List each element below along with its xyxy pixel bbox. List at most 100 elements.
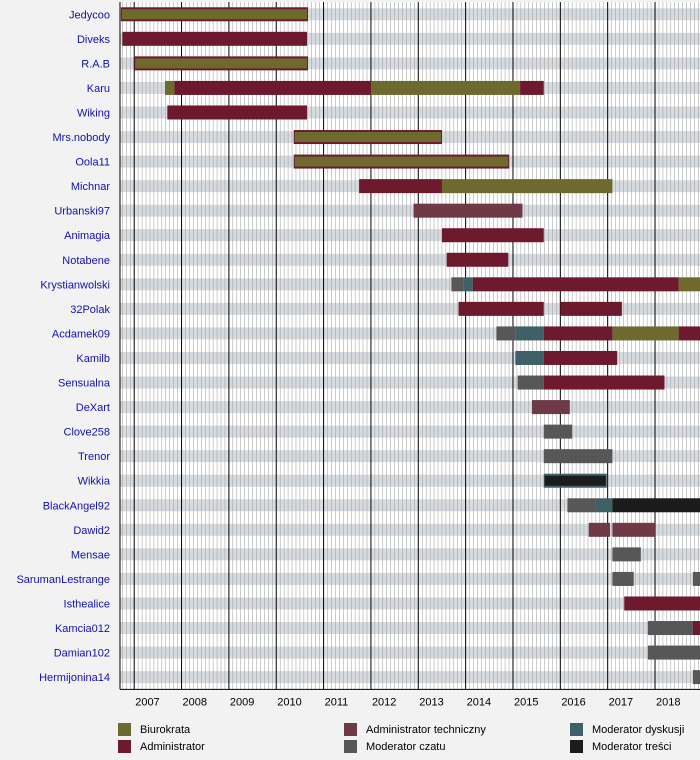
role-bar-administrator [458,301,544,316]
role-bar-administrator [472,277,679,292]
row-stripe [120,597,700,610]
legend-swatch-mod-dyskusji [570,723,583,736]
year-tick-label: 2013 [419,696,443,708]
user-name-label[interactable]: Michnar [71,181,110,193]
user-name-label[interactable]: Karu [87,83,110,95]
legend-swatch-mod-tresci [570,740,583,753]
year-tick-label: 2016 [561,696,585,708]
row-stripe [120,622,700,635]
role-bar-admin-tech [531,400,570,415]
row-backgrounds [120,2,700,690]
role-bar-biurokrata [612,326,679,341]
user-name-label[interactable]: Notabene [62,255,110,267]
role-bar-mod-czatu [496,326,516,341]
role-bar-mod-tresci [544,475,606,486]
role-bar-biurokrata [441,179,613,194]
user-name-label[interactable]: Hermijonina14 [39,672,110,684]
user-name-label[interactable]: Clove258 [64,427,110,439]
role-bar-administrator [543,350,618,365]
legend-label: Biurokrata [140,724,191,736]
user-name-label[interactable]: R.A.B [81,58,110,70]
user-name-label[interactable]: DeXart [76,402,110,414]
role-bar-mod-czatu [692,670,700,685]
user-name-label[interactable]: Trenor [78,451,110,463]
role-bar-mod-czatu [647,645,700,660]
row-stripe [120,548,700,561]
user-name-label[interactable]: 32Polak [70,304,110,316]
role-bar-mod-dyskusji [515,326,544,341]
row-stripe [120,523,700,536]
role-bar-mod-czatu [567,498,596,513]
legend-label: Administrator techniczny [366,724,486,736]
legend-swatch-administrator [118,740,131,753]
user-name-label[interactable]: Acdamek09 [52,328,110,340]
role-bar-mod-czatu [517,375,544,390]
legend-label: Moderator dyskusji [592,724,684,736]
role-bar-mod-czatu [612,571,634,586]
row-stripe [120,425,700,438]
role-bar-administrator [122,31,308,46]
user-name-label[interactable]: Kamilb [76,353,110,365]
role-bar-biurokrata [294,132,442,143]
legend-label: Moderator treści [592,741,671,753]
legend: Biurokrata Administrator Administrator tec… [118,723,684,753]
role-bar-mod-czatu [543,424,573,439]
user-name-label[interactable]: Dawid2 [73,525,110,537]
year-tick-label: 2017 [609,696,633,708]
role-bar-mod-dyskusji [515,350,544,365]
row-stripe [120,401,700,414]
role-bar-biurokrata [164,80,175,95]
user-name-label[interactable]: BlackAngel92 [43,500,110,512]
row-stripe [120,474,700,487]
role-bar-admin-tech [588,522,611,537]
year-tick-label: 2012 [372,696,396,708]
role-bar-biurokrata [370,80,521,95]
year-tick-label: 2008 [183,696,207,708]
role-bar-administrator [678,326,700,341]
user-name-label[interactable]: Urbanski97 [54,206,110,218]
plot-background [120,2,700,690]
legend-label: Administrator [140,741,205,753]
user-name-label[interactable]: Mrs.nobody [53,132,111,144]
role-bar-biurokrata [121,9,308,20]
user-name-label[interactable]: Oola11 [75,157,110,169]
year-tick-label: 2014 [467,696,491,708]
role-bars [120,7,700,685]
year-axis: 2007 2008 2009 2010 2011 2012 2013 2014 2015 2016… [135,696,680,708]
role-bar-administrator [543,375,665,390]
user-name-label[interactable]: Sensualna [58,378,111,390]
user-name-label[interactable]: Isthealice [64,598,110,610]
role-bar-administrator [543,326,613,341]
row-stripe [120,229,700,242]
row-stripe [120,450,700,463]
user-name-label[interactable]: Damian102 [54,648,110,660]
row-stripe [120,499,700,512]
row-stripe [120,302,700,315]
role-bar-mod-czatu [692,571,700,586]
role-bar-administrator [359,179,442,194]
user-name-label[interactable]: Jedycoo [69,9,110,21]
role-bar-mod-czatu [647,621,693,636]
user-name-label[interactable]: Diveks [77,34,111,46]
user-name-label[interactable]: Animagia [64,230,111,242]
role-bar-biurokrata [678,277,700,292]
year-tick-label: 2010 [277,696,301,708]
role-bar-administrator [167,105,308,120]
role-bar-mod-tresci [612,498,700,513]
role-bar-administrator [520,80,544,95]
user-name-label[interactable]: Wikkia [78,476,111,488]
role-bar-mod-czatu [543,449,613,464]
role-bar-mod-czatu [612,547,641,562]
user-names: Jedycoo Diveks R.A.B Karu Wiking Mrs.nobody Oo… [16,9,110,684]
role-bar-admin-tech [612,522,656,537]
legend-swatch-mod-czatu [344,740,357,753]
user-name-label[interactable]: Krystianwolski [40,279,110,291]
legend-swatch-biurokrata [118,723,131,736]
year-tick-label: 2009 [230,696,254,708]
user-name-label[interactable]: SarumanLestrange [16,574,110,586]
user-name-label[interactable]: Wiking [77,107,110,119]
user-name-label[interactable]: Mensae [71,549,110,561]
user-name-label[interactable]: Kamcia012 [55,623,110,635]
role-bar-biurokrata [135,58,308,69]
